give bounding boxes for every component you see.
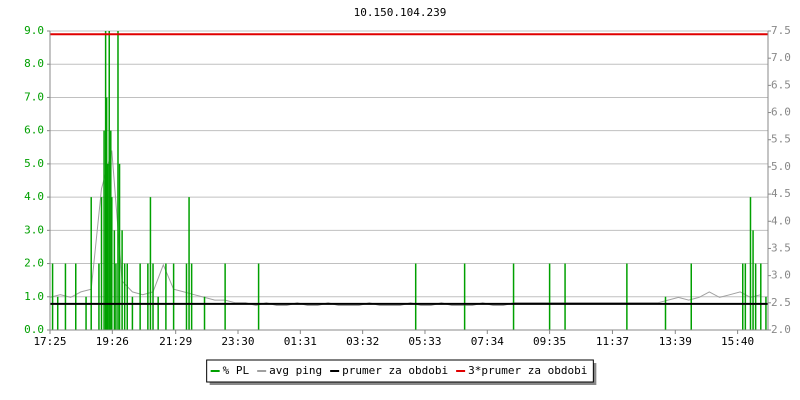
- x-tick-label: 03:32: [346, 335, 379, 348]
- y2-tick-label: 3.0: [771, 269, 791, 282]
- y2-tick-label: 2.5: [771, 296, 791, 309]
- y-tick-label: 1.0: [24, 290, 44, 303]
- y2-tick-label: 7.5: [771, 24, 791, 37]
- y2-tick-label: 4.5: [771, 187, 791, 200]
- y-tick-label: 3.0: [24, 223, 44, 236]
- y-tick-label: 2.0: [24, 257, 44, 270]
- legend-label: avg ping: [269, 364, 322, 377]
- x-tick-label: 15:40: [721, 335, 754, 348]
- y2-tick-label: 6.5: [771, 78, 791, 91]
- legend-label: % PL: [223, 364, 250, 377]
- ping-line: [49, 150, 761, 307]
- y-tick-label: 8.0: [24, 57, 44, 70]
- x-tick-label: 09:35: [533, 335, 566, 348]
- y2-tick-label: 4.0: [771, 214, 791, 227]
- x-tick-label: 13:39: [659, 335, 692, 348]
- x-tick-label: 19:26: [96, 335, 129, 348]
- y2-tick-label: 5.5: [771, 133, 791, 146]
- legend-label: prumer za obdobi: [342, 364, 448, 377]
- x-tick-label: 07:34: [471, 335, 504, 348]
- x-tick-label: 23:30: [221, 335, 254, 348]
- y-tick-label: 9.0: [24, 24, 44, 37]
- legend-label: 3*prumer za obdobi: [468, 364, 587, 377]
- y2-tick-label: 3.5: [771, 241, 791, 254]
- y-tick-label: 6.0: [24, 124, 44, 137]
- y-tick-label: 5.0: [24, 157, 44, 170]
- y-tick-label: 4.0: [24, 190, 44, 203]
- y2-tick-label: 5.0: [771, 160, 791, 173]
- x-tick-label: 11:37: [596, 335, 629, 348]
- x-tick-label: 21:29: [159, 335, 192, 348]
- y2-tick-label: 7.0: [771, 51, 791, 64]
- y2-tick-label: 6.0: [771, 106, 791, 119]
- y-tick-label: 0.0: [24, 323, 44, 336]
- y-tick-label: 7.0: [24, 90, 44, 103]
- chart-title: 10.150.104.239: [354, 6, 447, 19]
- x-tick-label: 17:25: [33, 335, 66, 348]
- y2-tick-label: 2.0: [771, 323, 791, 336]
- legend: [206, 359, 594, 383]
- x-tick-label: 05:33: [408, 335, 441, 348]
- x-tick-label: 01:31: [284, 335, 317, 348]
